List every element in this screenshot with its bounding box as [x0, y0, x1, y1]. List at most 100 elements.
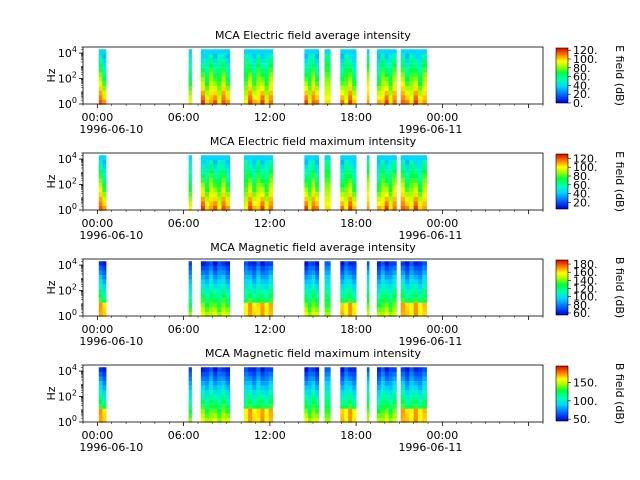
spectrogram-cell	[252, 76, 257, 82]
spectrogram-cell	[256, 192, 261, 197]
x-tick-label: 00:00	[82, 429, 114, 442]
colorbar-frame	[555, 47, 569, 104]
spectrogram-cell	[209, 261, 214, 266]
spectrogram-cell	[204, 63, 210, 68]
spectrogram-cell	[384, 72, 390, 78]
spectrogram-cell	[252, 385, 257, 391]
spectrogram-cell	[268, 408, 274, 414]
spectrogram-cell	[188, 67, 192, 73]
spectrogram-cell	[217, 312, 222, 317]
spectrogram-cell	[324, 394, 331, 400]
spectrogram-cell	[405, 385, 410, 391]
spectrogram-cell	[409, 182, 415, 188]
y-tick-base: 10	[58, 153, 72, 166]
spectrogram-cell	[324, 312, 331, 317]
spectrogram-cell	[352, 192, 357, 197]
spectrogram-cell	[400, 159, 406, 165]
spectrogram-cell	[380, 155, 386, 160]
spectrogram-cell	[264, 206, 270, 211]
spectrogram-cell	[248, 100, 253, 105]
spectrogram-cell	[98, 100, 103, 105]
spectrogram-cell	[102, 298, 107, 303]
spectrogram-cell	[248, 206, 253, 211]
spectrogram-cell	[352, 159, 357, 165]
spectrogram-cell	[417, 367, 423, 372]
spectrogram-cell	[98, 53, 103, 59]
spectrogram-cell	[376, 192, 382, 197]
spectrogram-cell	[352, 312, 357, 317]
spectrogram-cell	[225, 408, 231, 414]
spectrogram-cell	[417, 404, 423, 409]
spectrogram-cell	[311, 201, 316, 207]
spectrogram-cell	[352, 164, 357, 170]
spectrogram-cell	[422, 100, 427, 105]
spectrogram-cell	[268, 72, 274, 78]
spectrogram-cell	[213, 270, 218, 276]
spectrogram-cell	[304, 385, 309, 391]
spectrogram-cell	[200, 155, 206, 160]
spectrogram-cell	[225, 381, 231, 386]
spectrogram-cell	[98, 72, 103, 78]
spectrogram-cell	[380, 302, 386, 308]
spectrogram-cell	[380, 265, 386, 271]
spectrogram-cell	[340, 307, 345, 313]
spectrogram-cell	[422, 385, 427, 391]
spectrogram-cell	[98, 381, 103, 386]
spectrogram-cell	[213, 196, 218, 202]
spectrogram-cell	[366, 404, 370, 409]
spectrogram-cell	[315, 390, 320, 396]
spectrogram-cell	[340, 155, 345, 160]
spectrogram-cell	[311, 275, 316, 280]
spectrogram-cell	[366, 284, 370, 290]
spectrogram-cell	[417, 385, 423, 391]
spectrogram-cell	[188, 418, 192, 423]
spectrogram-cell	[417, 265, 423, 271]
spectrogram-cell	[392, 182, 397, 188]
spectrogram-cell	[348, 376, 353, 382]
spectrogram-cell	[376, 100, 382, 105]
spectrogram-cell	[200, 307, 206, 313]
spectrogram-cell	[260, 261, 265, 266]
spectrogram-cell	[413, 196, 419, 202]
spectrogram-cell	[366, 169, 370, 174]
spectrogram-cell	[340, 86, 345, 91]
spectrogram-cell	[217, 404, 222, 409]
spectrogram-cell	[209, 72, 214, 78]
spectrogram-cell	[217, 81, 222, 87]
spectrogram-cell	[256, 178, 261, 184]
spectrogram-cell	[324, 90, 331, 96]
spectrogram-cell	[260, 169, 265, 174]
spectrogram-cell	[340, 399, 345, 405]
spectrogram-cell	[422, 155, 427, 160]
spectrogram-cell	[268, 76, 274, 82]
spectrogram-cell	[213, 302, 218, 308]
spectrogram-cell	[409, 95, 415, 101]
spectrogram-cell	[204, 81, 210, 87]
spectrogram-cell	[102, 376, 107, 382]
spectrogram-cell	[221, 164, 226, 170]
spectrogram-cell	[204, 371, 210, 377]
spectrogram-cell	[213, 265, 218, 271]
spectrogram-cell	[225, 206, 231, 211]
spectrogram-cell	[260, 173, 265, 179]
spectrogram-cell	[348, 418, 353, 423]
spectrogram-cell	[344, 275, 349, 280]
spectrogram-cell	[324, 265, 331, 271]
spectrogram-cell	[200, 270, 206, 276]
spectrogram-cell	[324, 288, 331, 294]
spectrogram-cell	[409, 192, 415, 197]
spectrogram-cell	[366, 270, 370, 276]
spectrogram-cell	[315, 187, 320, 193]
spectrogram-cell	[311, 178, 316, 184]
spectrogram-cell	[417, 192, 423, 197]
spectrogram-cell	[315, 381, 320, 386]
spectrogram-cell	[98, 81, 103, 87]
spectrogram-cell	[244, 72, 249, 78]
spectrogram-cell	[324, 86, 331, 91]
spectrogram-cell	[392, 288, 397, 294]
spectrogram-cell	[409, 206, 415, 211]
spectrogram-cell	[392, 58, 397, 64]
spectrogram-cell	[384, 394, 390, 400]
spectrogram-cell	[409, 302, 415, 308]
spectrogram-cell	[217, 100, 222, 105]
